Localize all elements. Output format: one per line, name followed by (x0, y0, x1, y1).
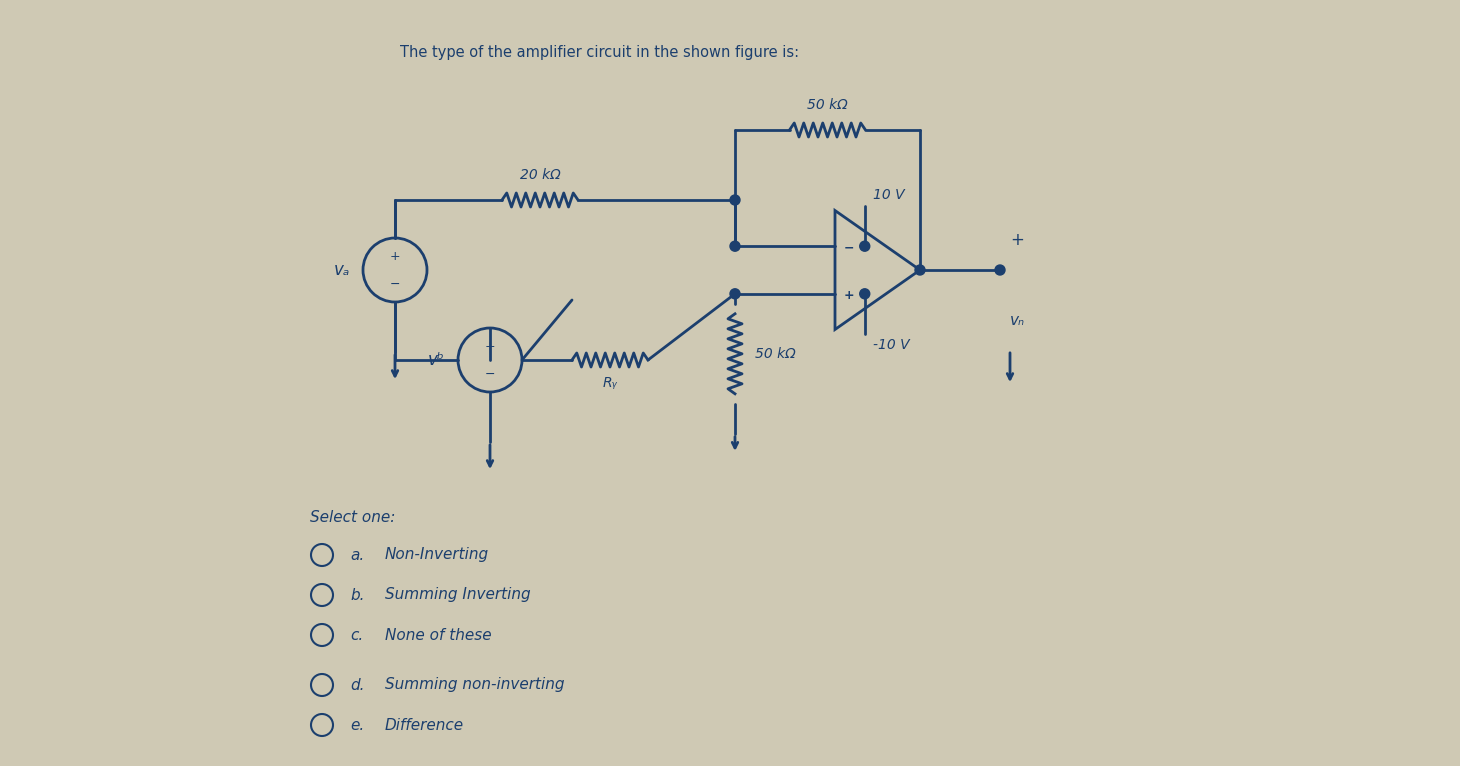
Text: a.: a. (350, 548, 364, 562)
Text: e.: e. (350, 718, 364, 732)
Text: 20 kΩ: 20 kΩ (520, 168, 561, 182)
Text: 10 V: 10 V (873, 188, 904, 202)
Circle shape (860, 241, 870, 251)
Text: Non-Inverting: Non-Inverting (385, 548, 489, 562)
Text: The type of the amplifier circuit in the shown figure is:: The type of the amplifier circuit in the… (400, 45, 800, 60)
Text: +: + (844, 290, 854, 303)
Text: d.: d. (350, 677, 365, 692)
Text: c.: c. (350, 627, 364, 643)
Text: −: − (485, 368, 495, 381)
Text: Difference: Difference (385, 718, 464, 732)
Text: −: − (844, 242, 854, 255)
Text: +: + (390, 250, 400, 263)
Text: 50 kΩ: 50 kΩ (807, 98, 848, 112)
Text: +: + (485, 339, 495, 352)
Circle shape (996, 265, 1004, 275)
Circle shape (915, 265, 926, 275)
Text: Summing Inverting: Summing Inverting (385, 588, 530, 603)
Text: None of these: None of these (385, 627, 492, 643)
Text: vₙ: vₙ (1010, 313, 1025, 328)
Text: Rᵧ: Rᵧ (603, 376, 618, 390)
Circle shape (860, 289, 870, 299)
Text: b.: b. (350, 588, 365, 603)
Text: vᵇ: vᵇ (428, 351, 445, 369)
Text: Select one:: Select one: (310, 510, 396, 525)
Circle shape (730, 195, 740, 205)
Text: Summing non-inverting: Summing non-inverting (385, 677, 565, 692)
Circle shape (730, 241, 740, 251)
Text: +: + (1010, 231, 1023, 249)
Text: vₐ: vₐ (334, 261, 350, 279)
Circle shape (730, 289, 740, 299)
Text: -10 V: -10 V (873, 338, 910, 352)
Text: 50 kΩ: 50 kΩ (755, 347, 796, 361)
Text: −: − (390, 277, 400, 290)
